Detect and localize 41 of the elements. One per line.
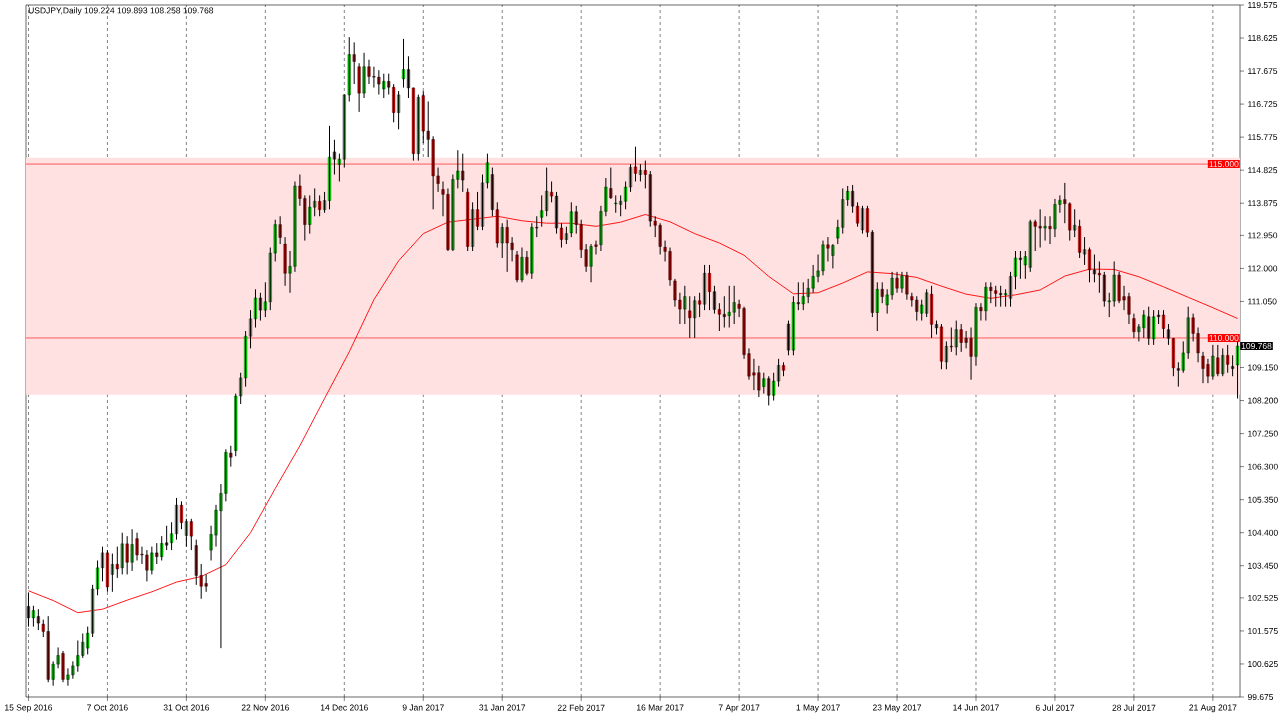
y-tick-label: 102.525 [1248,594,1278,601]
y-tick-label: 106.300 [1248,463,1278,470]
y-tick-label: 109.150 [1248,364,1278,371]
x-tick-label: 23 May 2017 [872,704,922,713]
y-tick-label: 107.250 [1248,430,1278,437]
y-tick-label: 104.400 [1248,529,1278,536]
y-tick-label: 105.350 [1248,496,1278,503]
x-tick-label: 14 Dec 2016 [320,704,368,711]
chart-title: USDJPY,Daily 109.224 109.893 108.258 109.768 [28,7,214,16]
x-tick-label: 22 Nov 2016 [241,704,289,711]
y-tick-label: 114.825 [1248,167,1278,174]
ref-line-label: 110.000 [1209,334,1239,341]
ref-line-label: 115.000 [1209,161,1239,168]
x-tick-label: 31 Oct 2016 [163,704,210,711]
y-tick-label: 99.675 [1247,694,1274,700]
x-tick-label: 9 Jan 2017 [402,704,444,711]
x-tick-label: 21 Aug 2017 [1189,704,1237,713]
x-tick-label: 6 Jul 2017 [1035,704,1075,711]
y-tick-label: 101.575 [1248,627,1278,634]
y-tick-label: 119.575 [1248,2,1278,8]
y-tick-label: 113.875 [1248,200,1278,207]
x-tick-label: 16 Mar 2017 [637,704,684,711]
text: 109.768 [1241,343,1272,350]
x-tick-label: 22 Feb 2017 [557,704,605,711]
x-tick-label: 14 Jun 2017 [953,704,999,711]
y-tick-label: 112.950 [1248,232,1278,239]
x-tick-label: 7 Oct 2016 [87,704,128,711]
y-tick-label: 116.725 [1248,101,1278,108]
y-tick-label: 108.200 [1248,397,1278,404]
x-tick-label: 15 Sep 2016 [5,704,53,713]
x-tick-label: 31 Jan 2017 [479,704,526,711]
x-tick-label: 1 May 2017 [796,704,840,713]
y-tick-label: 112.000 [1248,265,1278,272]
x-tick-label: 7 Apr 2017 [718,704,760,713]
x-tick-label: 28 Jul 2017 [1112,704,1156,711]
y-tick-label: 118.625 [1248,35,1278,42]
y-tick-label: 117.675 [1248,68,1278,75]
y-tick-label: 103.450 [1248,562,1278,569]
y-tick-label: 100.625 [1248,660,1278,667]
y-tick-label: 115.775 [1248,134,1278,141]
y-tick-label: 111.050 [1248,298,1277,305]
